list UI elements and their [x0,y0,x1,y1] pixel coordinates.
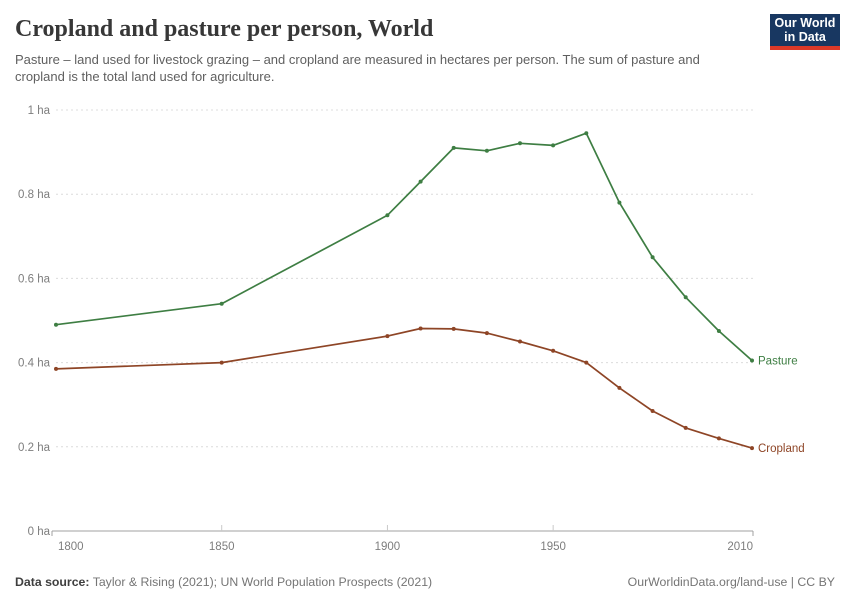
owid-logo[interactable]: Our World in Data [770,14,840,50]
data-point-cropland[interactable] [716,436,721,441]
owid-logo-line1: Our World [774,15,836,30]
data-point-pasture[interactable] [750,358,754,363]
x-tick-label: 1950 [540,541,566,553]
x-tick-label: 2010 [727,541,753,553]
data-point-cropland[interactable] [518,339,522,344]
y-tick-label: 0.4 ha [18,358,51,370]
page-title: Cropland and pasture per person, World [15,16,434,42]
data-point-pasture[interactable] [518,141,522,146]
series-line-pasture[interactable] [55,132,753,362]
chart-subtitle: Pasture – land used for livestock grazin… [15,51,700,85]
data-source-label: Data source: [15,575,90,589]
data-point-cropland[interactable] [551,348,556,353]
data-point-cropland[interactable] [617,385,622,390]
y-tick-label: 0.2 ha [18,442,51,454]
data-point-pasture[interactable] [716,329,721,333]
x-tick-label: 1800 [58,541,84,553]
series-label-cropland[interactable]: Cropland [758,443,805,455]
data-point-pasture[interactable] [584,131,589,136]
data-point-pasture[interactable] [683,295,688,300]
data-point-pasture[interactable] [484,148,489,153]
data-point-cropland[interactable] [484,331,489,336]
data-source-text: Taylor & Rising (2021); UN World Populat… [89,575,433,589]
chart-footer: Data source: Taylor & Rising (2021); UN … [15,575,835,589]
data-point-pasture[interactable] [219,301,224,306]
x-tick-label: 1900 [375,541,401,553]
data-point-pasture[interactable] [650,255,655,260]
series-label-pasture[interactable]: Pasture [758,355,798,367]
data-point-pasture[interactable] [418,179,423,184]
data-point-pasture[interactable] [54,322,58,327]
data-point-pasture[interactable] [385,213,390,218]
data-point-cropland[interactable] [650,409,655,413]
owid-credit-link[interactable]: OurWorldinData.org/land-use | CC BY [627,575,835,589]
data-point-cropland[interactable] [750,446,754,451]
y-tick-label: 0 ha [28,526,51,538]
data-point-cropland[interactable] [584,360,589,365]
data-point-pasture[interactable] [617,200,622,205]
data-point-cropland[interactable] [451,326,456,331]
data-point-cropland[interactable] [219,360,224,365]
chart-header: Cropland and pasture per person, World P… [0,0,850,86]
data-point-cropland[interactable] [418,326,423,331]
data-point-cropland[interactable] [683,425,688,430]
y-tick-label: 1 ha [28,105,51,117]
data-point-pasture[interactable] [551,143,556,148]
y-tick-label: 0.6 ha [18,273,51,285]
data-point-cropland[interactable] [385,334,390,339]
series-line-cropland[interactable] [55,327,753,449]
y-tick-label: 0.8 ha [18,189,51,201]
data-source: Data source: Taylor & Rising (2021); UN … [15,575,432,589]
data-point-cropland[interactable] [54,366,58,371]
x-tick-label: 1850 [209,541,235,553]
data-point-pasture[interactable] [451,145,456,150]
owid-logo-line2: in Data [784,30,826,44]
